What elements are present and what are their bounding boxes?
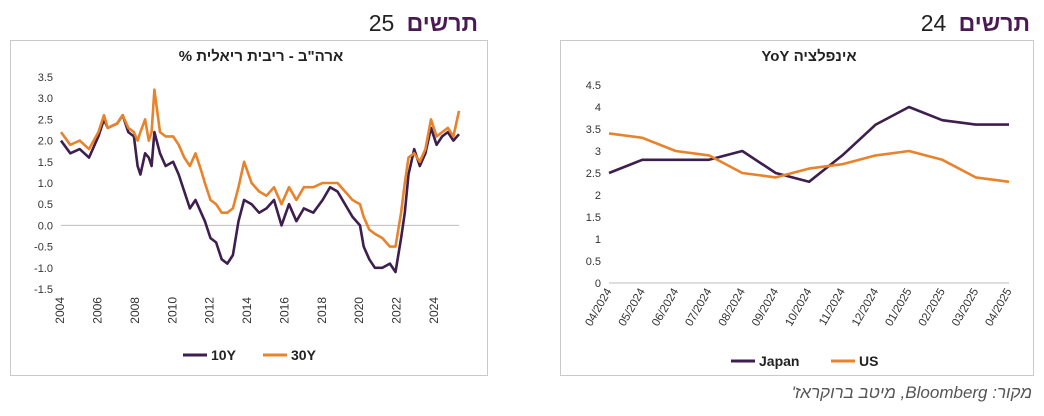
x-tick-label: 08/2024 — [717, 286, 748, 329]
x-tick-label: 11/2024 — [817, 286, 848, 328]
x-tick-label: 2012 — [203, 297, 217, 324]
legend-label: Japan — [759, 353, 799, 369]
y-tick-label: 3.0 — [38, 93, 53, 105]
y-tick-label: 2 — [595, 190, 601, 202]
y-tick-label: 0 — [595, 278, 601, 290]
y-tick-label: 2.5 — [38, 114, 53, 126]
real-rates-chart-panel: ארה"ב - ריבית ריאלית % 3.5 3.0 2.5 2.0 1.5 1.0… — [10, 40, 488, 376]
x-tick-label: 2022 — [390, 297, 404, 324]
x-tick-label: 2020 — [352, 297, 366, 324]
x-tick-label: 2016 — [277, 297, 291, 324]
series-line-10y — [59, 113, 460, 274]
y-tick-label: 0.5 — [38, 199, 53, 211]
real-rates-chart: ארה"ב - ריבית ריאלית % 3.5 3.0 2.5 2.0 1.5 1.0… — [34, 48, 461, 363]
y-tick-label: 2.0 — [38, 136, 53, 148]
inflation-chart-panel: אינפלציה YoY 4.5 4 3.5 3 2.5 2 1.5 1 0.5 0 04/2024 0… — [560, 40, 1034, 376]
x-tick-label: 01/2025 — [883, 287, 914, 329]
y-tick-label: 3.5 — [586, 124, 601, 136]
x-tick-label: 04/2024 — [583, 286, 614, 329]
y-tick-label: 0.0 — [38, 220, 53, 232]
x-tick-label: 2008 — [128, 297, 142, 324]
y-tick-label: 1.0 — [38, 178, 53, 190]
caption-number: 24 — [920, 10, 947, 36]
x-tick-label: 2014 — [240, 297, 254, 324]
series-line-us — [608, 132, 1010, 184]
y-tick-label: 3 — [595, 146, 601, 158]
y-tick-label: -0.5 — [34, 242, 53, 254]
y-tick-label: 1.5 — [38, 157, 53, 169]
y-tick-label: 4.5 — [586, 80, 601, 92]
y-tick-label: 2.5 — [586, 168, 601, 180]
x-tick-label: 2010 — [165, 297, 179, 324]
x-tick-label: 12/2024 — [850, 286, 881, 329]
y-tick-label: 3.5 — [38, 72, 53, 84]
caption-word: תרשים — [406, 10, 478, 36]
y-tick-label: -1.0 — [34, 263, 53, 275]
x-tick-label: 05/2024 — [617, 286, 648, 329]
caption-number: 25 — [368, 10, 395, 36]
legend-label: US — [859, 353, 878, 369]
chart-title: ארה"ב - ריבית ריאלית % — [179, 48, 343, 65]
chart-title: אינפלציה YoY — [761, 48, 856, 65]
source-note: מקור: Bloomberg, מיטב ברוקראז' — [791, 383, 1032, 402]
x-tick-label: 2024 — [427, 297, 441, 324]
left-chart-caption: תרשים 25 — [369, 10, 478, 37]
x-tick-label: 02/2025 — [917, 287, 948, 329]
x-tick-label: 04/2025 — [983, 287, 1014, 329]
series-line-30y — [59, 88, 461, 248]
x-tick-label: 10/2024 — [783, 286, 814, 329]
y-tick-label: -1.5 — [34, 284, 53, 296]
y-tick-label: 1.5 — [586, 212, 601, 224]
y-tick-label: 0.5 — [586, 256, 601, 268]
y-tick-label: 1 — [595, 234, 601, 246]
legend-label: 10Y — [211, 347, 237, 363]
x-tick-label: 2004 — [53, 297, 67, 324]
x-tick-label: 2006 — [91, 297, 105, 324]
y-tick-label: 4 — [595, 102, 601, 114]
series-line-japan — [608, 105, 1009, 184]
caption-word: תרשים — [958, 10, 1030, 36]
x-tick-label: 2018 — [315, 297, 329, 324]
x-tick-label: 09/2024 — [750, 286, 781, 329]
x-tick-label: 06/2024 — [650, 286, 681, 329]
x-tick-label: 07/2024 — [683, 286, 714, 329]
x-tick-label: 03/2025 — [950, 287, 981, 329]
right-chart-caption: תרשים 24 — [921, 10, 1030, 37]
legend-label: 30Y — [291, 347, 317, 363]
